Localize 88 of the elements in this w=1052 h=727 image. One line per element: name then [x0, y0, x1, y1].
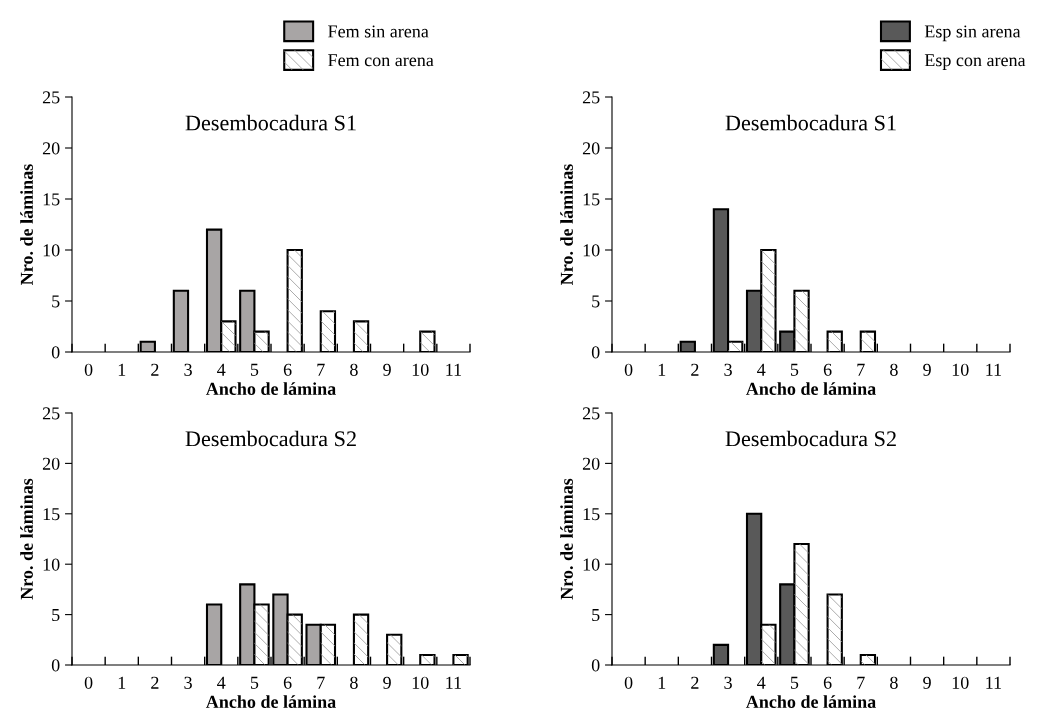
x-tick-label: 4 [757, 676, 766, 689]
legend-label: Esp con arena [924, 54, 1026, 70]
x-tick-label: 2 [691, 363, 699, 376]
y-tick-label: 20 [582, 142, 600, 155]
y-tick-label: 0 [51, 659, 60, 672]
x-tick-label: 7 [317, 363, 325, 376]
x-tick-label: 10 [412, 676, 429, 689]
x-tick-label: 0 [624, 676, 633, 689]
y-tick-label: 15 [583, 508, 600, 521]
x-tick-label: 9 [383, 363, 391, 376]
legend-label: Fem sin arena [328, 25, 429, 38]
x-tick-label: 0 [84, 363, 93, 376]
x-tick-label: 5 [790, 363, 799, 376]
y-tick-label: 15 [583, 193, 600, 206]
x-tick-label: 7 [317, 676, 325, 689]
y-tick-label: 25 [42, 407, 60, 420]
x-tick-label: 9 [923, 676, 931, 689]
x-tick-label: 5 [250, 363, 259, 376]
x-tick-label: 9 [383, 676, 391, 689]
y-tick-label: 10 [43, 558, 60, 571]
y-axis-title: Nro. de láminas [560, 478, 573, 600]
y-tick-label: 20 [42, 142, 60, 155]
text: Desembocadura S2 [725, 430, 896, 447]
x-tick-label: 2 [151, 676, 159, 689]
x-tick-label: 10 [952, 676, 969, 689]
x-tick-label: 7 [857, 676, 865, 689]
y-axis-title: Nro. de láminas [20, 164, 33, 285]
y-tick-label: 20 [582, 457, 600, 470]
x-axis-title: Ancho de lámina [745, 695, 876, 708]
y-tick-label: 10 [583, 558, 600, 571]
text: Desembocadura S2 [185, 430, 356, 447]
y-tick-label: 10 [43, 244, 60, 257]
x-tick-label: 8 [890, 363, 898, 376]
x-tick-label: 4 [217, 363, 226, 376]
x-tick-label: 0 [624, 363, 633, 376]
legend-label: Esp sin arena [924, 25, 1021, 42]
x-tick-label: 5 [250, 676, 259, 689]
x-tick-label: 3 [724, 676, 732, 689]
x-tick-label: 4 [217, 676, 226, 689]
x-tick-label: 5 [790, 676, 799, 689]
y-tick-label: 5 [592, 295, 600, 308]
y-tick-label: 0 [591, 659, 600, 672]
y-axis-title: Nro. de láminas [20, 478, 33, 600]
x-axis-title: Ancho de lámina [205, 382, 336, 395]
x-tick-label: 6 [823, 363, 832, 376]
y-axis-title: Nro. de láminas [560, 164, 573, 285]
x-tick-label: 10 [412, 363, 429, 376]
x-tick-label: 3 [184, 676, 192, 689]
x-tick-label: 11 [446, 676, 462, 689]
x-tick-label: 6 [823, 676, 832, 689]
y-tick-label: 25 [582, 407, 600, 420]
x-tick-label: 2 [691, 676, 699, 689]
y-tick-label: 5 [52, 609, 60, 622]
x-tick-label: 1 [658, 363, 666, 376]
y-tick-label: 10 [583, 244, 600, 257]
y-tick-label: 5 [592, 609, 600, 622]
x-tick-label: 8 [350, 363, 358, 376]
y-tick-label: 0 [591, 346, 600, 359]
y-tick-label: 0 [51, 346, 60, 359]
x-tick-label: 11 [986, 363, 1002, 376]
x-tick-label: 1 [658, 676, 666, 689]
text: Desembocadura S1 [725, 114, 896, 131]
x-tick-label: 7 [857, 363, 865, 376]
y-tick-label: 15 [43, 508, 60, 521]
x-tick-label: 8 [890, 676, 898, 689]
x-axis-title: Ancho de lámina [745, 382, 876, 395]
x-tick-label: 8 [350, 676, 358, 689]
x-tick-label: 11 [986, 676, 1002, 689]
y-tick-label: 20 [42, 457, 60, 470]
x-tick-label: 1 [118, 676, 126, 689]
x-tick-label: 1 [118, 363, 126, 376]
y-tick-label: 25 [582, 91, 600, 104]
x-axis-title: Ancho de lámina [205, 695, 336, 708]
x-tick-label: 2 [151, 363, 159, 376]
text: Desembocadura S1 [185, 114, 356, 131]
x-tick-label: 3 [184, 363, 192, 376]
x-tick-label: 10 [952, 363, 969, 376]
x-tick-label: 0 [84, 676, 93, 689]
x-tick-label: 11 [446, 363, 462, 376]
x-tick-label: 3 [724, 363, 732, 376]
y-tick-label: 25 [42, 91, 60, 104]
legend-label: Fem con arena [328, 54, 434, 67]
x-tick-label: 9 [923, 363, 931, 376]
x-tick-label: 4 [757, 363, 766, 376]
y-tick-label: 5 [52, 295, 60, 308]
x-tick-label: 6 [283, 363, 292, 376]
y-tick-label: 15 [43, 193, 60, 206]
x-tick-label: 6 [283, 676, 292, 689]
